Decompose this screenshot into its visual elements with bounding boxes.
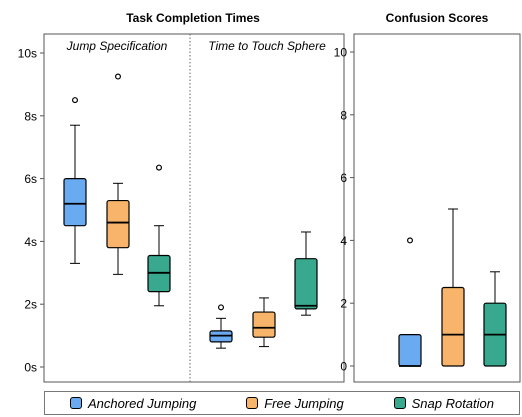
legend-swatch-free-jumping xyxy=(246,397,259,409)
y-tick-label-1-1: 2 xyxy=(340,297,347,311)
legend-label-anchored-jumping: Anchored Jumping xyxy=(87,395,197,411)
y-tick-label-1-4: 8 xyxy=(340,108,347,122)
box-0-1-1-box xyxy=(252,311,276,338)
legend-item-anchored-jumping: Anchored Jumping xyxy=(69,395,197,411)
y-tick-label-0-2: 4s xyxy=(24,235,37,249)
box-0-0-1-outlier-0 xyxy=(114,73,121,80)
box-0-0-0-outlier-0 xyxy=(71,97,78,104)
chart-title-1: Confusion Scores xyxy=(386,11,489,25)
legend: Anchored Jumping Free Jumping Snap Rotat… xyxy=(44,391,520,415)
chart-title-0: Task Completion Times xyxy=(126,11,260,25)
box-1-0-0-outlier-0 xyxy=(407,237,414,244)
box-0-0-2-outlier-0 xyxy=(156,164,163,171)
panel-label-0-0: Jump Specification xyxy=(66,39,168,53)
y-tick-label-1-2: 4 xyxy=(340,234,347,248)
y-tick-label-1-3: 6 xyxy=(340,171,347,185)
legend-label-snap-rotation: Snap Rotation xyxy=(411,395,495,411)
legend-label-free-jumping: Free Jumping xyxy=(264,395,344,411)
box-0-0-0-box xyxy=(63,178,87,227)
y-tick-label-1-0: 0 xyxy=(340,360,347,374)
panel-label-0-1: Time to Touch Sphere xyxy=(208,39,326,53)
y-tick-label-0-0: 0s xyxy=(24,361,37,375)
box-1-0-1-box xyxy=(441,286,465,367)
y-tick-label-0-5: 10s xyxy=(18,47,37,61)
chart-canvas: Task Completion Times 0s 2s 4s 6s 8s 10s Jump S… xyxy=(18,11,521,383)
box-0-0-1-box xyxy=(106,199,130,249)
legend-item-snap-rotation: Snap Rotation xyxy=(393,395,495,411)
box-0-1-2-box xyxy=(294,258,318,310)
y-tick-label-1-5: 10 xyxy=(334,46,348,60)
legend-swatch-anchored-jumping xyxy=(69,397,82,409)
y-tick-label-0-3: 6s xyxy=(24,172,37,186)
y-tick-label-0-1: 2s xyxy=(24,298,37,312)
box-1-0-0-box xyxy=(398,334,422,367)
legend-item-free-jumping: Free Jumping xyxy=(246,395,344,411)
box-0-1-0-outlier-0 xyxy=(218,304,225,311)
plot-frame-1 xyxy=(353,33,521,383)
plot-frame-0 xyxy=(43,33,345,383)
y-tick-label-0-4: 8s xyxy=(24,109,37,123)
legend-swatch-snap-rotation xyxy=(393,397,406,409)
